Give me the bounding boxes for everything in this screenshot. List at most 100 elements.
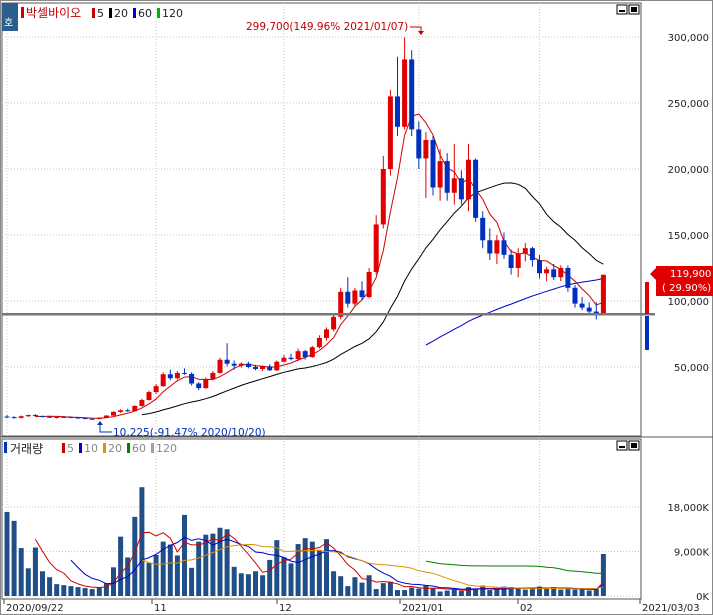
candle-body	[430, 139, 436, 188]
candle-body	[96, 417, 102, 420]
date-tick-label: 2020/09/22	[6, 603, 64, 614]
volume-bar	[359, 582, 365, 596]
candle-body	[359, 290, 365, 298]
volume-bar	[103, 583, 109, 596]
ma-legend-swatch	[109, 8, 112, 18]
volume-bar	[480, 585, 486, 596]
volume-minimize-icon-bar	[619, 446, 625, 448]
high-annotation-arrow	[418, 31, 424, 35]
volume-bar	[118, 536, 124, 596]
volume-bar	[366, 575, 372, 596]
candle-body	[402, 59, 408, 127]
candle-body	[295, 351, 301, 360]
volume-bar	[522, 589, 528, 596]
candle-body	[373, 224, 379, 272]
price-ma-legend: 5 20 60 120	[92, 7, 183, 20]
candle-body	[487, 240, 493, 254]
volume-bar	[586, 590, 592, 596]
date-tick-label: 02	[520, 603, 533, 614]
date-axis: 2020/09/22 11 12 2021/01 02 2021/03/03	[3, 599, 700, 614]
candle-body	[444, 161, 450, 193]
volume-bar	[210, 533, 216, 596]
candle-body	[82, 418, 88, 420]
volume-bar	[395, 590, 400, 596]
corner-tab[interactable]	[2, 3, 18, 31]
ma-legend-label: 60	[138, 7, 152, 20]
current-price: 119,900	[670, 269, 711, 280]
current-price-arrow	[650, 268, 656, 280]
volume-legend-swatch	[103, 443, 106, 453]
candle-body	[437, 161, 443, 188]
candle-body	[572, 287, 578, 304]
candle-body	[558, 268, 564, 278]
volume-bar	[32, 547, 38, 596]
candle-body	[4, 416, 10, 418]
candle-body	[118, 410, 124, 412]
low-annotation-pointer	[99, 424, 112, 433]
candle-body	[380, 169, 386, 225]
volume-legend-swatch	[127, 443, 130, 453]
ma-legend-label: 5	[97, 7, 104, 20]
candle-body	[132, 405, 138, 412]
candle-body	[231, 363, 237, 366]
volume-bar	[260, 575, 266, 596]
volume-ma20-line	[141, 543, 604, 590]
volume-bar	[40, 571, 45, 596]
candle-body	[423, 139, 429, 159]
candle-body	[40, 416, 45, 418]
candle-body	[68, 417, 74, 419]
candle-body	[11, 417, 17, 419]
candle-body	[54, 416, 60, 418]
price-minimize-icon[interactable]	[616, 4, 628, 15]
volume-bar	[430, 588, 436, 596]
volume-bar	[316, 550, 322, 596]
volume-bar	[544, 588, 550, 596]
low-annotation-arrow	[97, 421, 103, 425]
volume-minimize-icon[interactable]	[616, 440, 628, 451]
volume-bar	[324, 539, 329, 596]
price-axis: 300,000 250,000 200,000 150,000 100,000 50,00…	[668, 33, 709, 374]
candle-body	[274, 361, 280, 371]
price-tick-label: 300,000	[668, 33, 709, 44]
corner-tab-label[interactable]: 호	[4, 17, 13, 29]
candle-body	[579, 303, 585, 308]
volume-bar	[338, 576, 344, 596]
volume-bar	[494, 589, 500, 596]
candle-body	[288, 357, 294, 360]
candle-body	[160, 374, 166, 387]
high-annotation: 299,700(149.96% 2021/01/07)	[246, 21, 408, 33]
volume-legend-swatch	[62, 443, 65, 453]
volume-bar	[167, 544, 173, 596]
volume-bar	[82, 588, 88, 596]
ma5-line	[35, 113, 604, 419]
volume-bar	[111, 567, 116, 596]
candle-body	[146, 392, 152, 400]
volume-bar	[537, 586, 542, 596]
volume-bar	[600, 553, 606, 596]
candle-body	[480, 217, 486, 241]
volume-bar	[423, 585, 429, 596]
low-annotation: 10,225(-91.47% 2020/10/20)	[113, 427, 266, 439]
candle-body	[281, 357, 287, 362]
volume-bar	[217, 527, 223, 596]
volume-bar	[281, 557, 287, 596]
grid-lines	[2, 3, 641, 599]
candle-body	[366, 271, 372, 298]
candle-body	[267, 366, 273, 371]
candle-body	[260, 366, 266, 369]
volume-bar	[565, 589, 571, 596]
volume-bar	[238, 573, 244, 596]
volume-bar	[196, 541, 202, 596]
price-tick-label: 100,000	[668, 297, 709, 308]
volume-bar	[458, 591, 464, 596]
volume-bar	[288, 563, 294, 596]
volume-bar	[75, 587, 81, 596]
volume-bar	[416, 588, 422, 596]
candle-body	[416, 129, 422, 159]
candle-body	[103, 415, 109, 418]
candle-body	[565, 268, 571, 288]
volume-bar	[451, 589, 457, 596]
volume-bar	[182, 514, 187, 596]
volume-bar	[54, 584, 60, 596]
